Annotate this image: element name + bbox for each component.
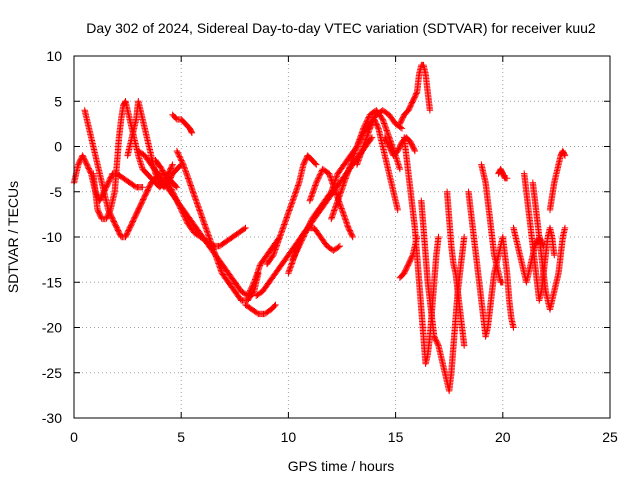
series-sat-l: [285, 224, 344, 277]
y-tick-label: -20: [42, 320, 62, 336]
y-tick-label: 0: [54, 139, 62, 155]
series-sat-n: [306, 165, 356, 241]
x-tick-label: 5: [177, 429, 185, 445]
plus-markers-sat-d: [124, 98, 185, 191]
series-sat-p: [353, 116, 401, 214]
chart-title: Day 302 of 2024, Sidereal Day-to-day VTE…: [86, 20, 596, 36]
plus-markers-sat-u: [418, 197, 468, 395]
series-sat-v: [443, 188, 468, 349]
y-tick-label: 5: [54, 93, 62, 109]
plus-markers-sat-aa: [529, 179, 569, 313]
plus-markers-sat-v: [443, 188, 468, 349]
plus-markers-sat-ab: [546, 147, 569, 214]
series-sat-j: [242, 301, 279, 318]
plus-markers-sat-o: [328, 107, 404, 223]
plus-markers-sat-l: [285, 224, 344, 277]
series-sat-s: [396, 61, 434, 128]
series-sat-aa: [529, 179, 569, 313]
series-sat-ab: [546, 147, 569, 214]
x-tick-label: 20: [495, 429, 511, 445]
x-tick-label: 25: [602, 429, 618, 445]
series-sat-e: [169, 111, 196, 137]
x-tick-label: 0: [70, 429, 78, 445]
plus-markers-sat-e: [169, 111, 196, 137]
series-sat-g: [152, 156, 249, 250]
plus-markers-sat-j: [242, 301, 279, 318]
y-tick-label: -25: [42, 365, 62, 381]
series-sat-o: [328, 107, 404, 223]
plus-markers-sat-g: [152, 156, 249, 250]
scatter-marks: [70, 61, 569, 395]
x-axis-label: GPS time / hours: [288, 458, 395, 474]
plus-markers-sat-n: [306, 165, 356, 241]
series-sat-c: [90, 98, 176, 223]
plus-markers-sat-c: [90, 98, 176, 223]
series-sat-u: [418, 197, 468, 395]
series-sat-d: [124, 98, 185, 191]
plus-markers-sat-y: [495, 165, 511, 182]
y-tick-label: -5: [50, 184, 63, 200]
y-tick-label: 10: [46, 48, 62, 64]
x-tick-labels: 0 5 10 15 20 25: [70, 429, 618, 445]
plus-markers-sat-h: [173, 147, 262, 304]
series-sat-h: [173, 147, 262, 304]
plus-markers-sat-s: [396, 61, 434, 128]
y-axis-label: SDTVAR / TECUs: [5, 181, 21, 293]
series-sat-x: [478, 161, 506, 286]
y-tick-label: -10: [42, 229, 62, 245]
plus-markers-sat-x: [478, 161, 506, 286]
x-tick-label: 15: [388, 429, 404, 445]
plus-markers-sat-p: [353, 116, 401, 214]
y-tick-labels: 10 5 0 -5 -10 -15 -20 -25 -30: [42, 48, 62, 426]
y-tick-label: -30: [42, 410, 62, 426]
y-tick-label: -15: [42, 274, 62, 290]
series-sat-ac: [510, 224, 547, 286]
x-tick-label: 10: [281, 429, 297, 445]
plus-markers-sat-k: [263, 152, 320, 268]
series-sat-y: [495, 165, 511, 182]
axis-ticks: [73, 55, 611, 419]
series-sat-k: [263, 152, 320, 268]
plus-markers-sat-ac: [510, 224, 547, 286]
